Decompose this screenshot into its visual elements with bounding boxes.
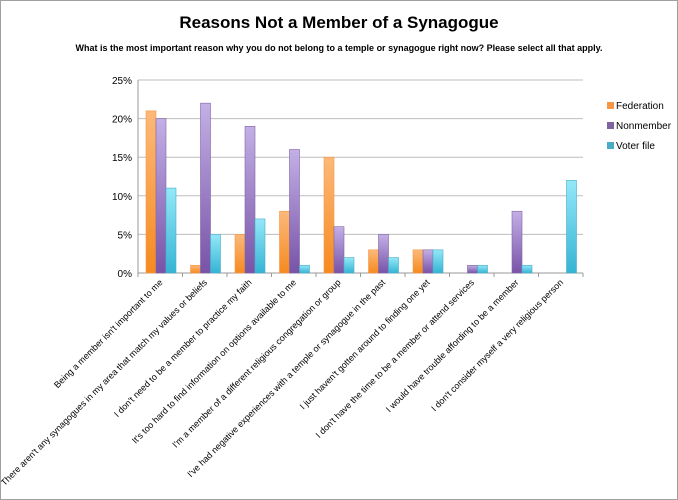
- bar-voter-file: [566, 180, 577, 274]
- x-tick-label: It's too hard to find information on opt…: [130, 277, 298, 445]
- y-tick-label: 10%: [112, 192, 132, 203]
- bar-nonmember: [200, 102, 211, 274]
- legend-label: Nonmember: [616, 121, 672, 132]
- bar-voter-file: [388, 257, 399, 274]
- bar-federation: [145, 110, 157, 274]
- y-tick-label: 0%: [118, 269, 133, 280]
- bar-federation: [412, 249, 424, 274]
- bar-nonmember: [422, 249, 434, 274]
- bar-voter-file: [210, 234, 221, 274]
- y-tick-label: 20%: [112, 115, 132, 126]
- bar-nonmember: [378, 234, 389, 274]
- bar-nonmember: [244, 126, 256, 274]
- bar-voter-file: [299, 264, 310, 274]
- legend-swatch: [607, 102, 614, 109]
- bar-voter-file: [165, 187, 177, 274]
- x-tick-label: I'm a member of a different religious co…: [170, 277, 342, 449]
- x-tick-label: There aren't any synagogues in my area t…: [1, 277, 210, 488]
- y-tick-label: 25%: [112, 76, 132, 87]
- chart-subtitle: What is the most important reason why yo…: [75, 43, 603, 53]
- bar-voter-file: [477, 264, 488, 274]
- chart-title: Reasons Not a Member of a Synagogue: [179, 13, 499, 32]
- y-tick-label: 15%: [112, 153, 132, 164]
- bar-voter-file: [343, 257, 355, 274]
- bar-nonmember: [333, 226, 345, 274]
- legend-label: Voter file: [616, 141, 655, 152]
- bar-nonmember: [467, 264, 478, 274]
- bar-federation: [190, 264, 201, 274]
- y-tick-label: 5%: [118, 230, 133, 241]
- bar-voter-file: [432, 249, 444, 274]
- bar-federation: [323, 156, 335, 274]
- bar-voter-file: [254, 218, 266, 274]
- bar-federation: [279, 210, 290, 274]
- bar-voter-file: [521, 264, 533, 274]
- legend-label: Federation: [616, 101, 664, 112]
- legend-swatch: [607, 142, 614, 149]
- legend-swatch: [607, 122, 614, 129]
- bar-federation: [368, 249, 379, 274]
- bar-nonmember: [511, 210, 523, 274]
- bar-federation: [234, 234, 246, 274]
- x-tick-label: I don't have the time to be a member or …: [314, 277, 477, 440]
- bar-nonmember: [155, 118, 167, 274]
- bar-nonmember: [289, 149, 300, 274]
